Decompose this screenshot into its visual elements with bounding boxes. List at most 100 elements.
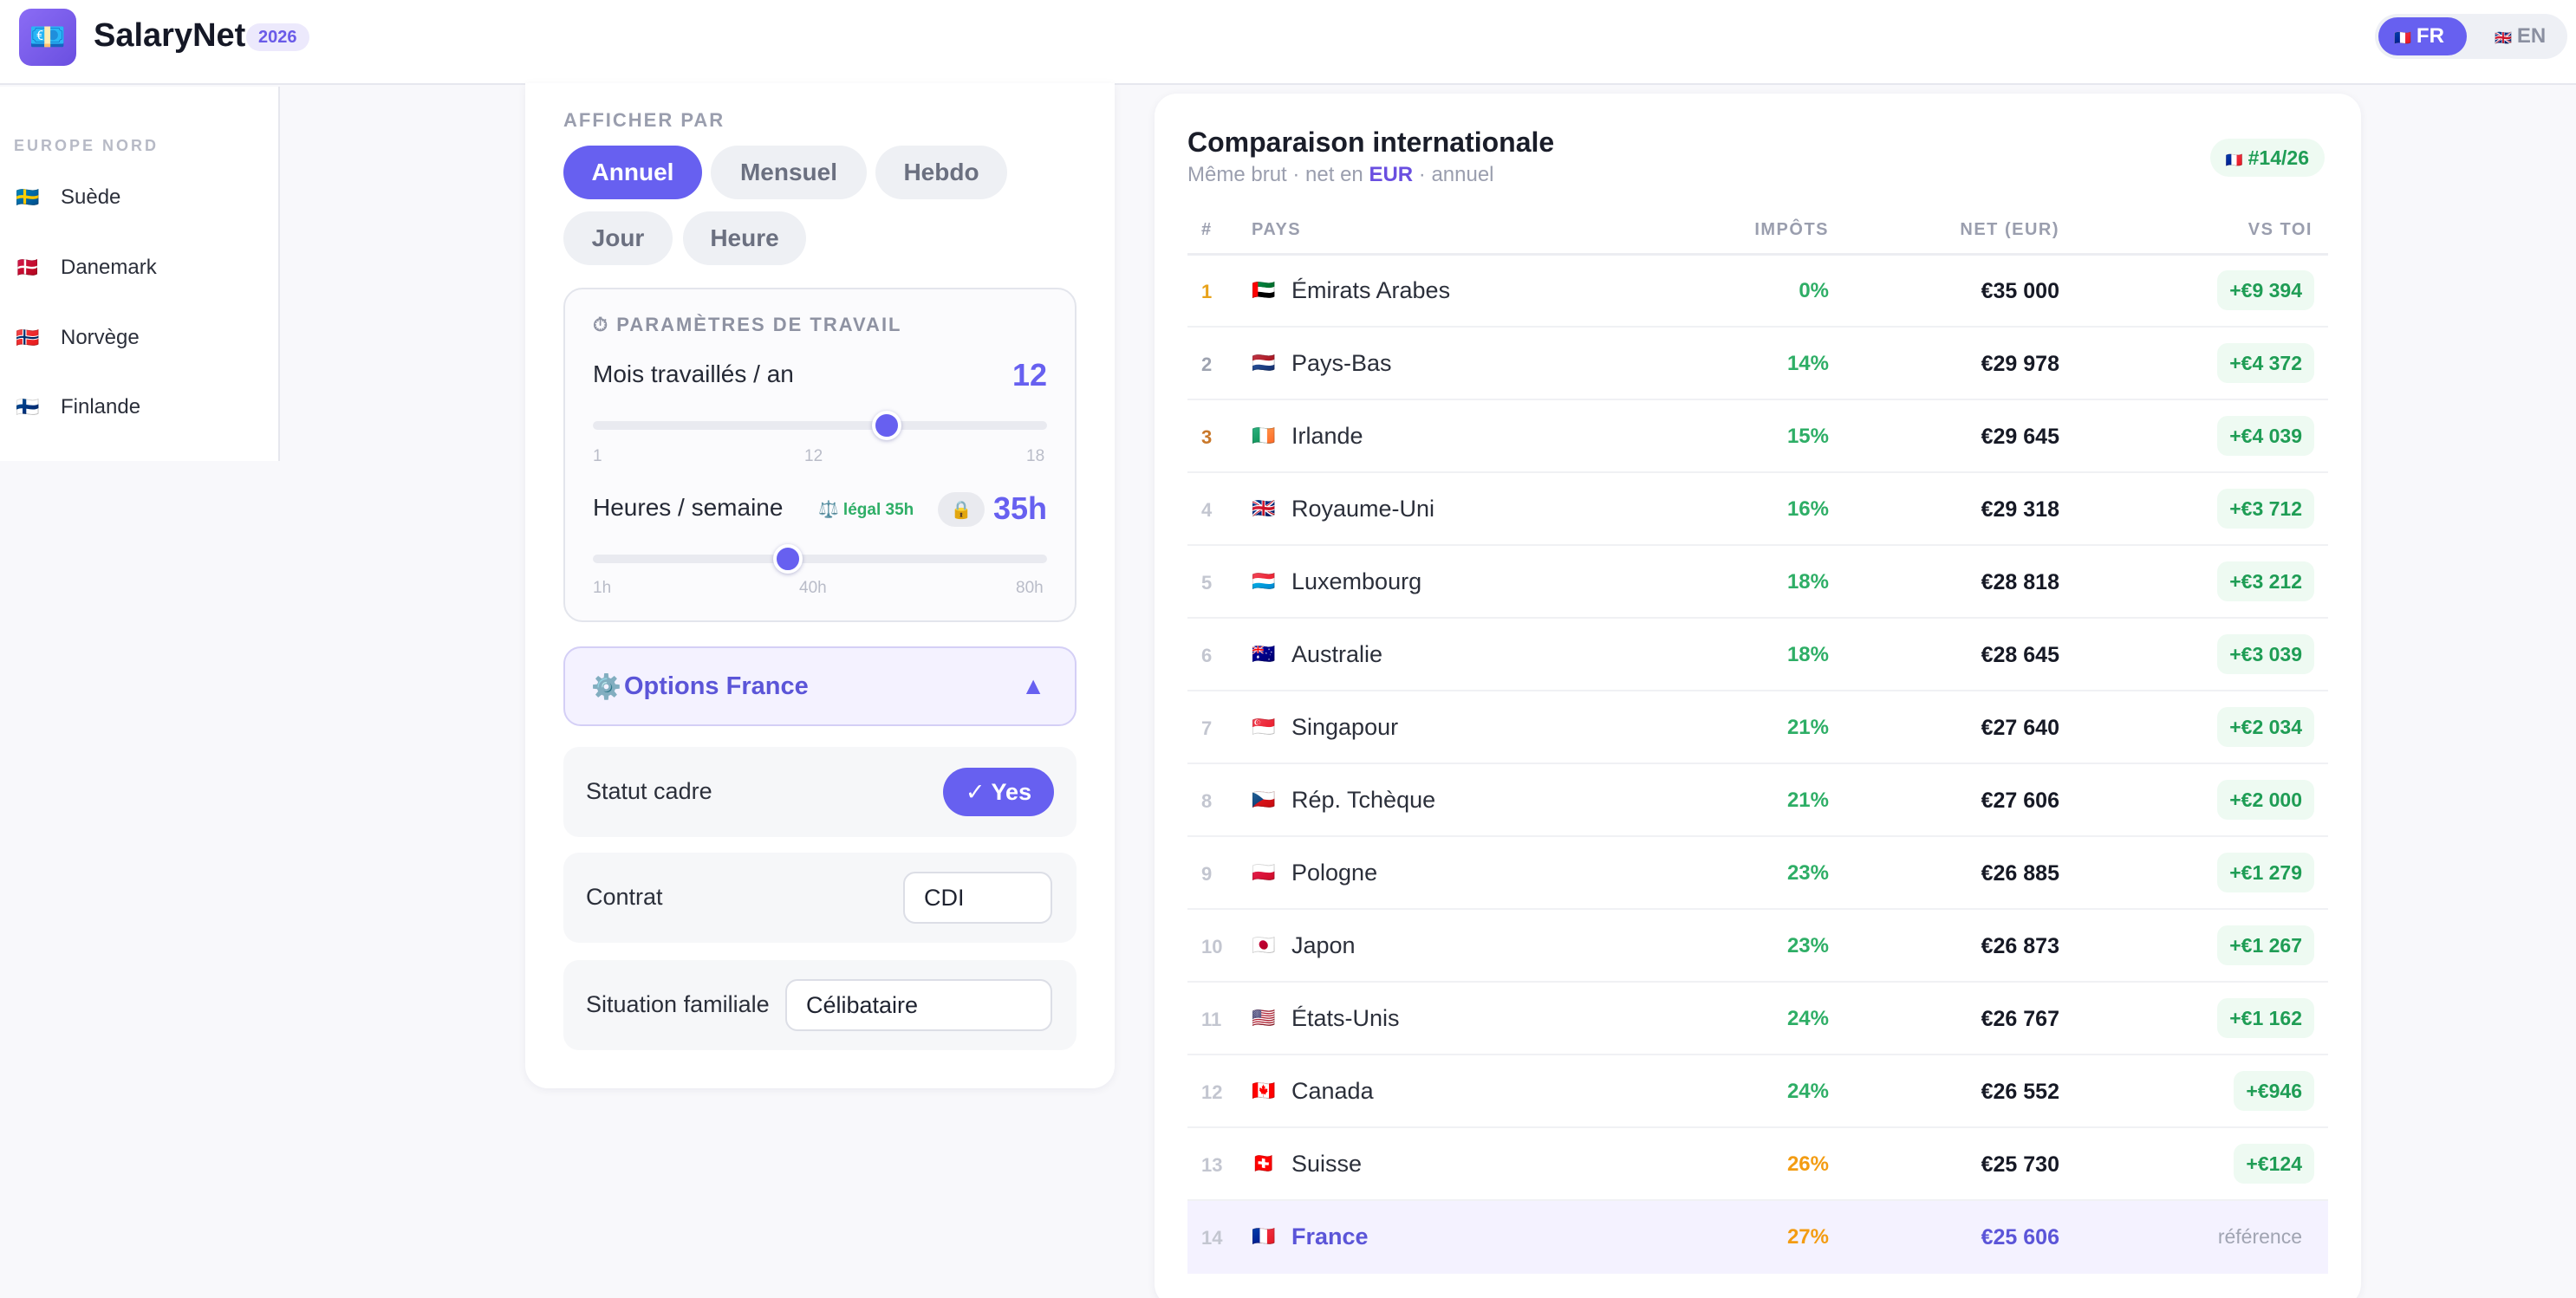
column-header-net[interactable]: NET (EUR) — [1960, 220, 2059, 239]
country-flag-icon: 🇺🇸 — [1252, 1007, 1276, 1029]
lang-en-button[interactable]: 🇬🇧 EN — [2479, 17, 2562, 55]
column-header-country[interactable]: PAYS — [1252, 220, 1302, 239]
subtitle-prefix: Même brut · net en — [1187, 163, 1369, 186]
country-flag-icon: 🇱🇺 — [1252, 570, 1276, 592]
legal-hours-badge: ⚖️ légal 35h — [818, 501, 914, 519]
country-flag-icon: 🇸🇬 — [1252, 716, 1276, 737]
sidebar-item-label: Norvège — [61, 326, 140, 349]
table-row[interactable]: 1 🇦🇪 Émirats Arabes 0% €35 000 +€9 394 — [1187, 255, 2328, 328]
brand-name[interactable]: SalaryNet — [94, 17, 246, 54]
row-tax: 23% — [1786, 861, 1829, 885]
row-net: €25 606 — [1981, 1225, 2059, 1249]
hours-tick-min: 1h — [593, 579, 612, 597]
table-row[interactable]: 5 🇱🇺 Luxembourg 18% €28 818 +€3 212 — [1187, 546, 2328, 619]
famille-label: Situation familiale — [586, 991, 770, 1017]
row-country: Australie — [1291, 641, 1383, 667]
chevron-up-icon: ▲ — [1021, 672, 1045, 699]
famille-select[interactable]: Célibataire — [785, 979, 1052, 1031]
table-row[interactable]: 13 🇨🇭 Suisse 26% €25 730 +€124 — [1187, 1128, 2328, 1201]
period-mensuel-button[interactable]: Mensuel — [711, 146, 867, 199]
comparison-title: Comparaison internationale — [1187, 127, 1555, 158]
table-row[interactable]: 4 🇬🇧 Royaume-Uni 16% €29 318 +€3 712 — [1187, 473, 2328, 546]
table-row[interactable]: 7 🇸🇬 Singapour 21% €27 640 +€2 034 — [1187, 691, 2328, 764]
country-flag-icon: 🇳🇱 — [1252, 352, 1276, 373]
row-rank: 10 — [1201, 936, 1223, 957]
row-country: Irlande — [1291, 423, 1363, 449]
country-sidebar: EUROPE NORD 🇸🇪 Suède 🇩🇰 Danemark 🇳🇴 Norv… — [0, 87, 280, 461]
row-rank: 6 — [1201, 645, 1213, 666]
row-rank: 9 — [1201, 863, 1213, 885]
work-parameters-title: ⏱ PARAMÈTRES DE TRAVAIL — [593, 314, 902, 335]
period-jour-button[interactable]: Jour — [563, 211, 673, 265]
rank-value: #14/26 — [2247, 146, 2309, 169]
lock-icon: 🔒 — [950, 500, 973, 520]
table-row[interactable]: 8 🇨🇿 Rép. Tchèque 21% €27 606 +€2 000 — [1187, 764, 2328, 837]
table-row[interactable]: 6 🇦🇺 Australie 18% €28 645 +€3 039 — [1187, 619, 2328, 691]
row-net: €26 552 — [1981, 1080, 2059, 1104]
row-country: Japon — [1291, 932, 1356, 958]
row-diff: +€1 279 — [2217, 853, 2314, 892]
contrat-select[interactable]: CDI — [903, 872, 1052, 924]
flag-fr-icon: 🇫🇷 — [2225, 153, 2243, 168]
cadre-yes-toggle[interactable]: ✓ Yes — [943, 768, 1054, 816]
row-tax: 14% — [1786, 352, 1829, 375]
header-divider — [1187, 253, 2328, 256]
lang-fr-button[interactable]: 🇫🇷 FR — [2378, 17, 2467, 55]
row-net: €28 818 — [1981, 570, 2059, 594]
country-flag-icon: 🇵🇱 — [1252, 861, 1276, 883]
sidebar-item-label: Suède — [61, 185, 121, 209]
row-rank: 7 — [1201, 717, 1213, 739]
months-slider-thumb[interactable] — [872, 411, 902, 440]
row-diff: +€3 712 — [2217, 489, 2314, 529]
row-country: Luxembourg — [1291, 568, 1422, 594]
column-header-tax[interactable]: IMPÔTS — [1754, 220, 1829, 239]
option-row-famille: Situation familiale Célibataire — [563, 960, 1077, 1050]
sidebar-item-danemark[interactable]: 🇩🇰 Danemark — [16, 250, 157, 285]
row-tax: 21% — [1786, 716, 1829, 739]
table-row[interactable]: 12 🇨🇦 Canada 24% €26 552 +€946 — [1187, 1055, 2328, 1128]
row-net: €29 318 — [1981, 497, 2059, 522]
rank-badge: 🇫🇷 #14/26 — [2209, 139, 2325, 177]
period-hebdo-button[interactable]: Hebdo — [875, 146, 1007, 199]
row-tax: 21% — [1786, 789, 1829, 812]
sidebar-item-finlande[interactable]: 🇫🇮 Finlande — [16, 390, 140, 425]
row-diff: +€9 394 — [2217, 270, 2314, 310]
months-value: 12 — [1012, 357, 1047, 393]
row-diff: +€4 039 — [2217, 416, 2314, 456]
hours-label: Heures / semaine — [593, 494, 784, 521]
row-net: €26 885 — [1981, 861, 2059, 886]
table-row[interactable]: 3 🇮🇪 Irlande 15% €29 645 +€4 039 — [1187, 400, 2328, 473]
row-diff: +€124 — [2234, 1144, 2314, 1184]
row-country: Rép. Tchèque — [1291, 787, 1436, 813]
sidebar-item-label: Danemark — [61, 256, 157, 279]
country-flag-icon: 🇬🇧 — [1252, 497, 1276, 519]
hours-slider-thumb[interactable] — [773, 544, 803, 574]
hours-slider[interactable] — [593, 544, 1047, 574]
table-row[interactable]: 2 🇳🇱 Pays-Bas 14% €29 978 +€4 372 — [1187, 328, 2328, 400]
table-row[interactable]: 14 🇫🇷 France 27% €25 606 référence — [1187, 1201, 2328, 1274]
column-header-diff[interactable]: VS TOI — [2247, 220, 2313, 239]
row-tax: 15% — [1786, 425, 1829, 448]
sidebar-item-suede[interactable]: 🇸🇪 Suède — [16, 180, 120, 215]
row-tax: 0% — [1799, 279, 1829, 302]
sidebar-item-norvege[interactable]: 🇳🇴 Norvège — [16, 321, 140, 355]
options-france-toggle[interactable]: ⚙️ Options France ▲ — [563, 646, 1077, 726]
period-heure-button[interactable]: Heure — [683, 211, 806, 265]
months-slider[interactable] — [593, 411, 1047, 440]
country-flag-icon: 🇨🇦 — [1252, 1080, 1276, 1101]
app-logo[interactable]: 💶 — [19, 9, 76, 66]
row-rank: 1 — [1201, 281, 1213, 302]
lang-en-label: EN — [2516, 24, 2547, 48]
lock-hours-button[interactable]: 🔒 — [938, 492, 985, 527]
cadre-label: Statut cadre — [586, 778, 712, 804]
comparison-subtitle: Même brut · net en EUR · annuel — [1187, 163, 1494, 187]
country-flag-icon: 🇦🇪 — [1252, 279, 1276, 301]
table-row[interactable]: 11 🇺🇸 États-Unis 24% €26 767 +€1 162 — [1187, 983, 2328, 1055]
region-title: EUROPE NORD — [14, 137, 159, 154]
table-row[interactable]: 10 🇯🇵 Japon 23% €26 873 +€1 267 — [1187, 910, 2328, 983]
period-annuel-button[interactable]: Annuel — [563, 146, 702, 199]
currency-label: EUR — [1369, 163, 1414, 186]
row-country: États-Unis — [1291, 1005, 1400, 1031]
table-row[interactable]: 9 🇵🇱 Pologne 23% €26 885 +€1 279 — [1187, 837, 2328, 910]
row-country: Suisse — [1291, 1151, 1363, 1177]
